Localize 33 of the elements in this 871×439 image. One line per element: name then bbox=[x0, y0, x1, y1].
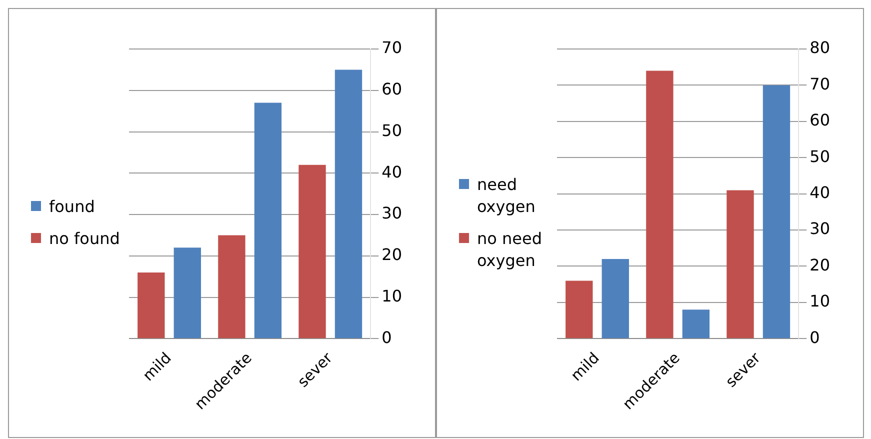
bar bbox=[298, 164, 326, 338]
y-tick-label: 0 bbox=[382, 328, 392, 347]
bar bbox=[254, 102, 282, 338]
bar bbox=[602, 258, 629, 338]
bar bbox=[682, 310, 710, 338]
y-tick-label: 50 bbox=[382, 120, 402, 140]
bar bbox=[334, 70, 362, 338]
bar bbox=[566, 280, 593, 338]
bar bbox=[174, 248, 201, 338]
y-tick-label: 10 bbox=[382, 286, 402, 306]
legend-label: no need oxygen bbox=[477, 228, 543, 272]
bar bbox=[762, 85, 790, 338]
bar bbox=[646, 70, 674, 338]
y-tick-label: 30 bbox=[810, 219, 830, 238]
y-tick-label: 20 bbox=[810, 255, 830, 274]
y-tick-label: 30 bbox=[382, 204, 402, 223]
y-tick-label: 70 bbox=[810, 74, 830, 94]
bar bbox=[218, 235, 246, 338]
y-tick-label: 80 bbox=[810, 38, 830, 58]
y-tick-label: 40 bbox=[810, 182, 830, 202]
y-tick-label: 20 bbox=[382, 245, 402, 264]
bar bbox=[138, 272, 165, 338]
y-tick-label: 40 bbox=[382, 162, 402, 182]
y-tick-label: 0 bbox=[810, 328, 820, 347]
legend-label: need oxygen bbox=[477, 174, 536, 218]
y-tick-label: 70 bbox=[382, 38, 402, 58]
y-tick-label: 60 bbox=[810, 110, 830, 130]
y-tick-label: 50 bbox=[810, 146, 830, 166]
legend-label: found bbox=[49, 196, 95, 218]
bar bbox=[726, 190, 754, 338]
y-tick-label: 60 bbox=[382, 80, 402, 99]
y-tick-label: 10 bbox=[810, 292, 830, 311]
legend-label: no found bbox=[49, 228, 120, 250]
